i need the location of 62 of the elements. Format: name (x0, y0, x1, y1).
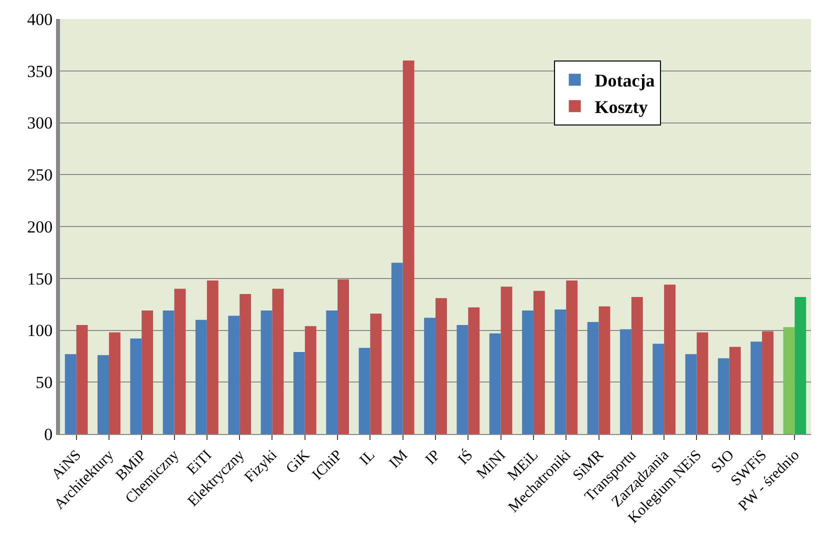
bar (436, 298, 447, 434)
bar (98, 355, 109, 434)
bar (554, 310, 566, 434)
bar (108, 332, 120, 434)
bar (620, 329, 632, 434)
bar (664, 284, 676, 434)
bar (587, 322, 599, 434)
bar (783, 327, 795, 434)
y-tick-label: 50 (36, 373, 53, 392)
bar (260, 310, 272, 434)
bar (142, 310, 154, 434)
bar (130, 338, 142, 434)
bar (304, 326, 316, 434)
bar (566, 280, 578, 434)
bar (522, 310, 534, 434)
bar (370, 314, 382, 434)
bar (652, 344, 664, 434)
bar (76, 325, 88, 434)
x-tick-label: IŚ (454, 446, 476, 468)
x-tick-label: GiK (283, 447, 314, 477)
bar (272, 288, 284, 434)
bar (358, 348, 370, 434)
x-tick-label: IP (422, 447, 444, 468)
bar (500, 286, 512, 434)
x-tick-label: IM (386, 447, 411, 472)
bar (685, 354, 697, 434)
bar (206, 280, 218, 434)
bar (696, 332, 708, 434)
bar (750, 342, 762, 434)
y-tick-label: 400 (27, 10, 53, 29)
bar (424, 318, 436, 434)
bar (391, 262, 403, 434)
y-tick-label: 300 (27, 114, 53, 133)
bar (729, 346, 741, 434)
y-tick-label: 250 (27, 166, 53, 185)
y-tick-label: 200 (27, 217, 53, 236)
bar (228, 316, 240, 434)
bar (718, 358, 730, 434)
bar (489, 333, 501, 434)
y-tick-label: 350 (27, 62, 53, 81)
bar (162, 310, 174, 434)
bar (533, 290, 545, 434)
bar (326, 310, 338, 434)
y-tick-label: 100 (27, 321, 53, 340)
bar (240, 294, 252, 434)
bar (468, 307, 480, 434)
bar (631, 297, 643, 434)
bar (64, 354, 76, 434)
bar (196, 320, 207, 434)
legend-label: Koszty (594, 97, 648, 118)
bar (293, 352, 305, 434)
bar (338, 279, 349, 434)
bar (762, 331, 774, 434)
bar (794, 297, 806, 434)
bar (402, 60, 414, 434)
y-tick-label: 150 (27, 269, 53, 288)
bar (174, 288, 186, 434)
bar (456, 325, 468, 434)
x-tick-label: IL (356, 447, 378, 469)
y-tick-label: 0 (44, 424, 53, 444)
bar (598, 306, 610, 434)
legend-label: Dotacja (594, 70, 655, 91)
